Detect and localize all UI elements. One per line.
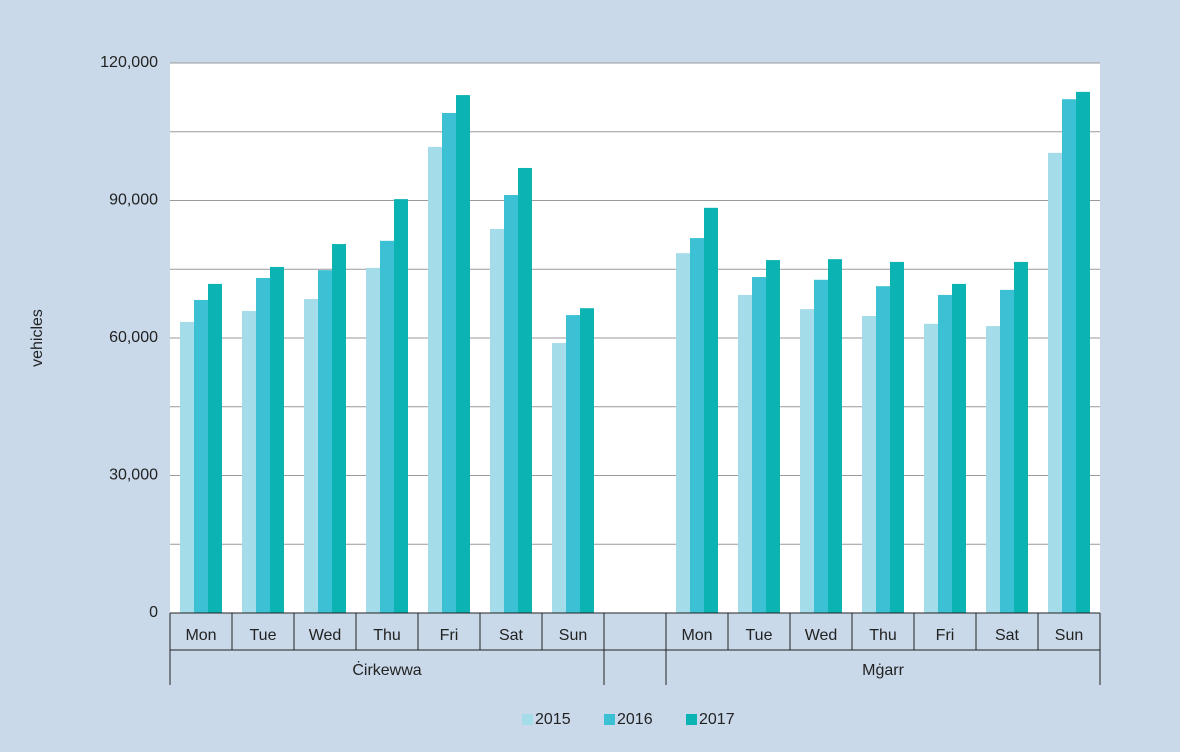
bar [1062,99,1076,614]
legend-label: 2017 [699,711,735,728]
bar [394,199,408,613]
bar [428,146,442,613]
legend-swatch [604,714,615,725]
bar [766,260,780,613]
bar [738,294,752,613]
group-label: Mġarr [862,662,904,679]
y-tick-label: 120,000 [100,54,158,71]
bar [876,286,890,613]
bar [332,244,346,613]
x-tick-label: Mon [681,627,712,644]
bar [862,316,876,613]
bar [986,326,1000,613]
bar [504,195,518,613]
bar [1076,91,1090,613]
x-tick-label: Sun [559,627,587,644]
bar [1000,289,1014,613]
y-tick-label: 0 [149,604,158,621]
y-tick-label: 90,000 [109,192,158,209]
x-tick-label: Sun [1055,627,1083,644]
bar [676,253,690,614]
bar [208,283,222,613]
bar [304,299,318,613]
legend-swatch [522,714,533,725]
y-axis-label: vehicles [29,309,46,367]
x-tick-label: Sat [499,627,524,644]
bar [828,259,842,613]
bar [580,308,594,613]
legend-label: 2015 [535,711,571,728]
bar [752,277,766,613]
x-tick-label: Fri [440,627,459,644]
bar [194,299,208,613]
bar [924,323,938,613]
bar [552,343,566,613]
bar [180,321,194,613]
x-tick-label: Tue [746,627,773,644]
bar [242,310,256,613]
x-tick-label: Fri [936,627,955,644]
legend-label: 2016 [617,711,653,728]
x-tick-label: Tue [250,627,277,644]
bar [456,95,470,614]
bar [814,279,828,613]
bar [566,315,580,613]
bar [952,283,966,613]
group-label: Ċirkewwa [352,659,421,679]
bar [490,228,504,613]
legend-swatch [686,714,697,725]
bar [1048,152,1062,614]
x-tick-label: Wed [309,627,342,644]
bar [938,294,952,613]
bar [380,240,394,614]
bar [690,238,704,614]
bar [318,270,332,613]
bar [800,309,814,613]
y-tick-label: 60,000 [109,329,158,346]
bar [256,277,270,613]
bar [518,167,532,614]
bar [366,267,380,613]
bar [442,112,456,613]
bar [704,207,718,614]
x-tick-label: Sat [995,627,1020,644]
bar [1014,261,1028,613]
y-tick-label: 30,000 [109,467,158,484]
bar [270,266,284,613]
x-tick-label: Wed [805,627,838,644]
x-tick-label: Thu [373,627,401,644]
x-tick-label: Mon [185,627,216,644]
x-tick-label: Thu [869,627,897,644]
bar [890,261,904,613]
